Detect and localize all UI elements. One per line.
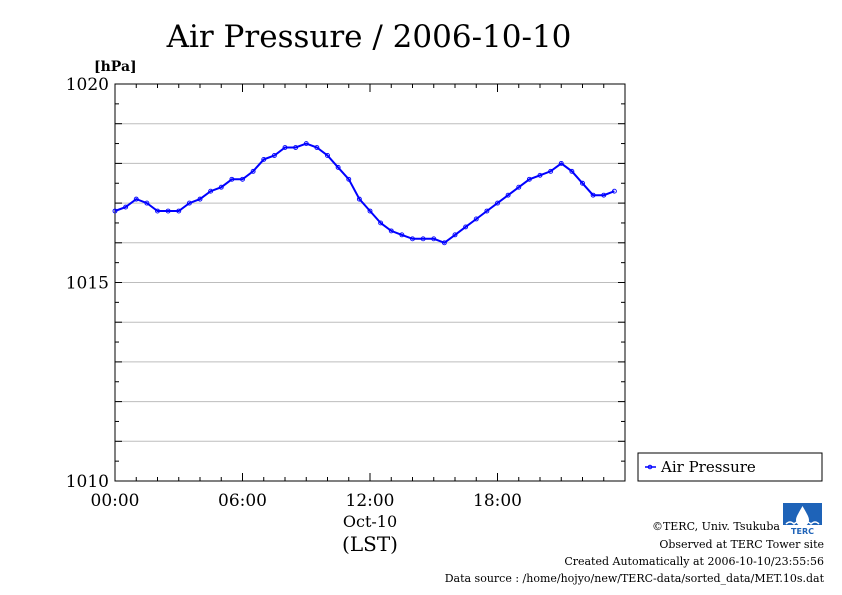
data-point	[250, 168, 256, 174]
x-tick-label: 00:00	[91, 491, 140, 511]
data-point	[197, 196, 203, 202]
copyright-text: ©TERC, Univ. Tsukuba	[651, 520, 780, 533]
data-point	[229, 176, 235, 182]
created-timestamp-text: Created Automatically at 2006-10-10/23:5…	[564, 555, 824, 568]
grid-lines	[115, 123, 625, 442]
data-point	[505, 192, 511, 198]
data-point	[452, 232, 458, 238]
data-point	[399, 232, 405, 238]
y-tick-labels: 1010 1015 1020	[66, 75, 109, 492]
data-point	[590, 192, 596, 198]
y-tick-label: 1020	[66, 75, 109, 95]
data-point	[165, 208, 171, 214]
x-axis-date-label: Oct-10	[343, 512, 397, 531]
legend: Air Pressure	[637, 452, 823, 482]
data-point	[516, 184, 522, 190]
y-tick-label: 1010	[66, 472, 109, 492]
y-axis-label: [hPa]	[94, 59, 137, 75]
data-point	[601, 192, 607, 198]
data-point	[569, 168, 575, 174]
x-axis-unit-label: (LST)	[342, 532, 398, 556]
data-point	[388, 228, 394, 234]
data-point	[186, 200, 192, 206]
data-point	[495, 200, 500, 206]
y-tick-label: 1015	[66, 274, 109, 294]
data-point	[611, 188, 617, 194]
x-tick-label: 06:00	[218, 491, 267, 511]
data-point	[112, 208, 118, 214]
data-point	[410, 236, 415, 242]
data-point	[537, 172, 543, 178]
data-point	[282, 145, 288, 150]
data-point	[473, 216, 479, 222]
data-point	[261, 156, 267, 162]
data-point	[420, 236, 426, 242]
data-point	[548, 168, 554, 174]
data-point	[314, 145, 320, 150]
observed-at-text: Observed at TERC Tower site	[659, 538, 824, 551]
series-air-pressure	[112, 141, 617, 246]
legend-label: Air Pressure	[660, 458, 756, 476]
data-point	[133, 196, 139, 202]
data-point	[240, 176, 245, 182]
data-point	[441, 240, 447, 246]
series-line	[114, 142, 615, 244]
data-point	[144, 200, 150, 206]
data-point	[208, 188, 214, 194]
logo-text: TERC	[791, 527, 814, 536]
data-point	[526, 176, 532, 182]
chart-title: Air Pressure / 2006-10-10	[166, 19, 572, 55]
data-point	[378, 220, 384, 226]
data-point	[335, 164, 341, 170]
data-point	[123, 204, 129, 210]
x-tick-labels: 00:00 06:00 12:00 18:00	[91, 491, 523, 511]
data-source-text: Data source : /home/hojyo/new/TERC-data/…	[444, 572, 824, 585]
x-tick-label: 18:00	[473, 491, 522, 511]
terc-logo-icon: TERC	[783, 503, 822, 536]
data-point	[325, 153, 330, 158]
data-point	[271, 153, 277, 158]
axis-ticks	[114, 83, 626, 482]
data-point	[356, 196, 362, 202]
data-point	[293, 145, 299, 150]
data-point	[303, 141, 309, 147]
data-point	[580, 180, 585, 186]
x-tick-label: 12:00	[346, 491, 395, 511]
data-point	[558, 160, 564, 166]
data-point	[155, 208, 160, 214]
data-point	[463, 224, 469, 230]
data-point	[484, 208, 490, 214]
data-point	[431, 236, 437, 242]
legend-marker	[647, 464, 653, 470]
data-point	[218, 184, 224, 190]
data-point	[367, 208, 373, 214]
legend-box	[637, 452, 823, 482]
data-point	[346, 176, 352, 182]
data-point	[176, 208, 182, 214]
